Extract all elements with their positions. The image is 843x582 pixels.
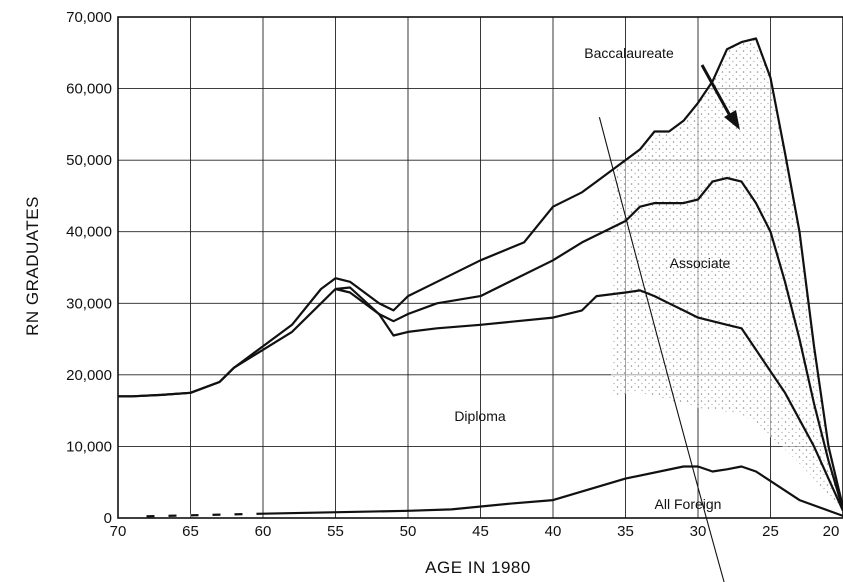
x-tick-label: 45 xyxy=(472,523,489,540)
series-lines xyxy=(118,37,843,519)
arrow-icon xyxy=(700,64,740,130)
band-label-diploma: Diploma xyxy=(454,408,506,424)
x-axis-ticks: 70 65 60 55 50 45 40 35 30 25 20 xyxy=(110,523,840,540)
y-axis-label: RN GRADUATES xyxy=(23,196,42,336)
x-tick-label: 65 xyxy=(182,523,199,540)
x-tick-label: 60 xyxy=(255,523,272,540)
series-line-associate xyxy=(335,176,843,510)
x-tick-label: 50 xyxy=(400,523,417,540)
x-tick-label: 30 xyxy=(690,523,707,540)
y-tick-label: 50,000 xyxy=(66,152,112,169)
x-tick-label: 40 xyxy=(545,523,562,540)
cohort-curve xyxy=(598,117,725,582)
plot-frame xyxy=(117,16,843,519)
y-tick-label: 30,000 xyxy=(66,295,112,312)
y-tick-label: 40,000 xyxy=(66,224,112,241)
x-tick-label: 35 xyxy=(617,523,634,540)
band-label-all-foreign: All Foreign xyxy=(655,496,722,512)
y-axis-ticks: 0 10,000 20,000 30,000 40,000 50,000 60,000 70,… xyxy=(66,9,112,527)
x-tick-label: 70 xyxy=(110,523,127,540)
band-label-baccalaureate: Baccalaureate xyxy=(584,45,674,61)
y-tick-label: 60,000 xyxy=(66,81,112,98)
series-line-baccalaureate xyxy=(118,37,843,508)
x-tick-label: 55 xyxy=(327,523,344,540)
x-axis-label: AGE IN 1980 xyxy=(425,558,531,577)
x-tick-label: 20 xyxy=(823,523,840,540)
band-label-associate: Associate xyxy=(670,255,731,271)
y-tick-label: 0 xyxy=(104,510,112,527)
y-tick-label: 70,000 xyxy=(66,9,112,26)
y-tick-label: 20,000 xyxy=(66,367,112,384)
series-line-all-foreign xyxy=(132,465,843,518)
x-tick-label: 25 xyxy=(762,523,779,540)
y-tick-label: 10,000 xyxy=(66,438,112,455)
